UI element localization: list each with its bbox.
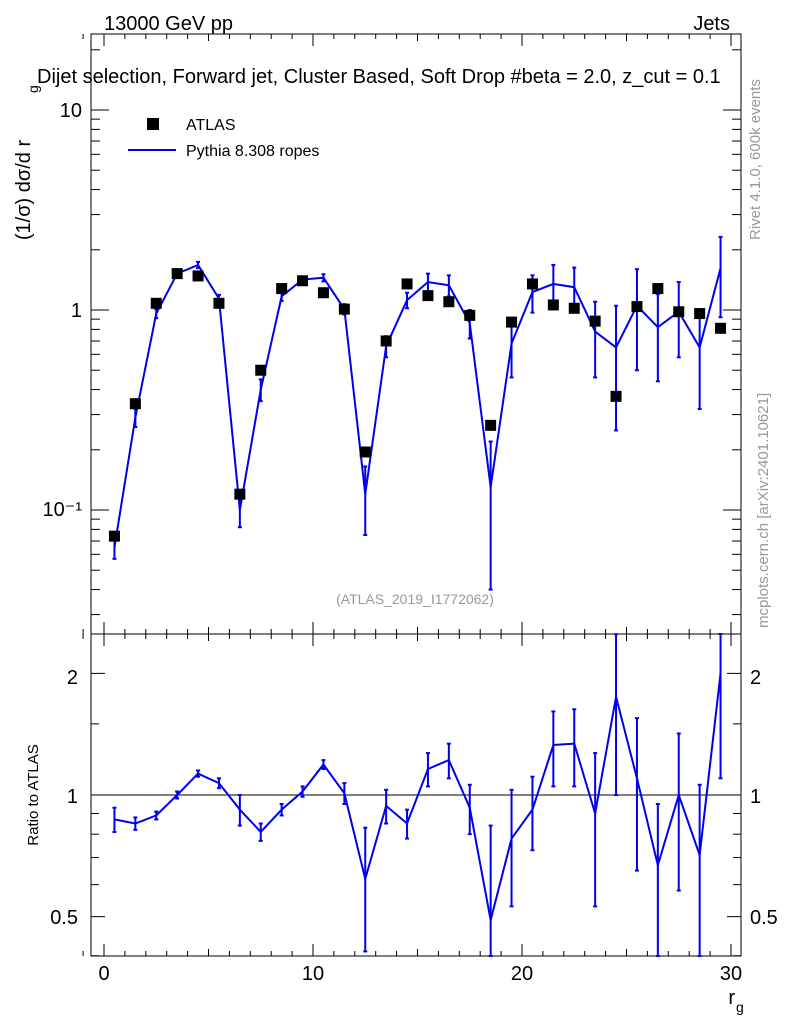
x-axis-label-subscript: g [736,999,744,1015]
atlas-data-point [631,301,643,313]
atlas-data-point [401,278,413,290]
atlas-data-point [422,290,434,302]
rivet-label-text: Rivet 4.1.0, 600k events [747,79,764,240]
mcplots-label-text: mcplots.cern.ch [arXiv:2401.10621] [755,393,772,628]
main-y-axis-label: (1/σ) dσ/d r g [13,85,41,240]
atlas-data-point [150,297,162,309]
atlas-data-point [297,275,309,287]
atlas-data-point [443,296,455,308]
main-data-layer [108,235,727,591]
ratio-series-line [114,673,722,921]
rivet-label: Rivet 4.1.0, 600k events [747,79,764,240]
atlas-data-point [589,315,601,327]
atlas-data-point [673,306,685,318]
atlas-data-point [129,398,141,410]
main-y-axis-label-subscript: g [25,85,41,93]
atlas-data-point [234,488,246,500]
atlas-data-point [338,303,350,315]
main-y-tick-label-0.1: 10⁻¹ [43,499,83,521]
main-plot-title: Dijet selection, Forward jet, Cluster Ba… [37,66,721,88]
atlas-data-point [108,530,120,542]
atlas-data-point [568,302,580,314]
atlas-data-point [526,278,538,290]
ratio-data-layer [91,633,741,957]
ratio-y-tick-label-2: 2 [67,667,78,689]
ratio-y-tick-label-right-0.5: 0.5 [750,907,778,929]
atlas-data-point [506,316,518,328]
atlas-data-point [171,268,183,280]
x-tick-label-20: 20 [511,963,533,985]
main-y-axis-label-text: (1/σ) dσ/d r [13,140,35,241]
atlas-data-point [192,270,204,282]
main-axis-ticks [82,34,741,634]
atlas-data-point [255,364,267,376]
ratio-axis-ticks [82,634,741,957]
x-axis-label: r g [728,987,743,1015]
atlas-data-point [359,446,371,458]
atlas-data-point [652,283,664,295]
ratio-y-tick-label-right-1: 1 [750,786,761,808]
pythia-series-line [113,263,722,548]
atlas-data-point [317,287,329,299]
atlas-data-point [464,309,476,321]
legend-marker-atlas [147,118,159,130]
atlas-data-point [276,283,288,295]
legend-label-pythia: Pythia 8.308 ropes [186,143,319,160]
category-label: Jets [693,13,730,35]
x-axis-label-text: r [728,987,735,1009]
ratio-y-axis-label-text: Ratio to ATLAS [25,744,42,845]
x-tick-label-10: 10 [302,963,324,985]
legend: ATLAS Pythia 8.308 ropes [128,117,319,160]
analysis-reference: (ATLAS_2019_I1772062) [336,591,494,607]
atlas-data-point [213,297,225,309]
atlas-data-point [380,335,392,347]
atlas-data-point [610,390,622,402]
energy-label: 13000 GeV pp [104,13,233,35]
atlas-data-point [485,419,497,431]
atlas-data-point [694,308,706,320]
main-y-tick-label-10: 10 [60,100,82,122]
ratio-y-tick-label-0.5: 0.5 [50,907,78,929]
x-tick-label-30: 30 [720,963,742,985]
ratio-y-tick-label-1: 1 [67,786,78,808]
ratio-y-tick-label-right-2: 2 [750,667,761,689]
legend-label-atlas: ATLAS [186,117,236,134]
x-tick-label-0: 0 [98,963,109,985]
mcplots-label: mcplots.cern.ch [arXiv:2401.10621] [755,393,772,628]
atlas-data-point [547,299,559,311]
main-y-tick-label-1: 1 [71,300,82,322]
ratio-y-axis-label: Ratio to ATLAS [25,744,42,845]
atlas-data-point [715,322,727,334]
